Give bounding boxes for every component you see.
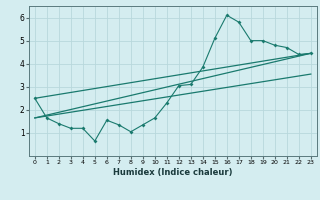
X-axis label: Humidex (Indice chaleur): Humidex (Indice chaleur) (113, 168, 233, 177)
